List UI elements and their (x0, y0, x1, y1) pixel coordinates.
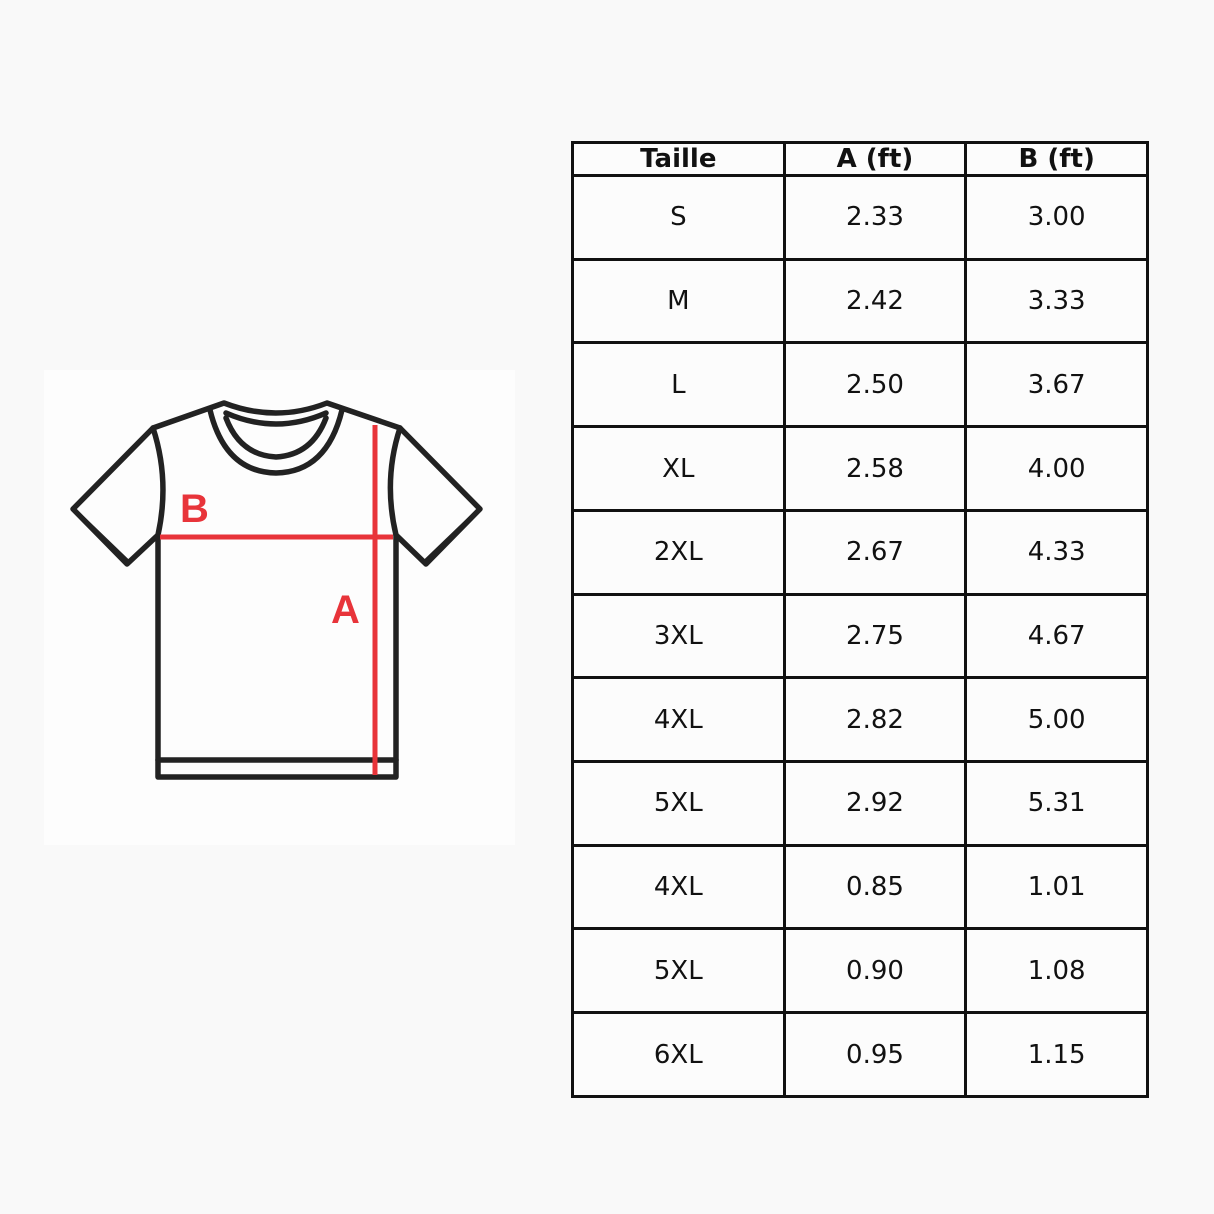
a-cell: 2.42 (782, 257, 968, 345)
b-cell: 5.31 (964, 760, 1149, 847)
table-row: XL 2.58 4.00 (571, 425, 1149, 512)
b-cell: 1.01 (964, 843, 1149, 931)
a-cell: 2.50 (782, 341, 968, 429)
size-cell: S (571, 174, 786, 261)
size-cell: 4XL (571, 843, 786, 931)
tshirt-outline-icon: B A (70, 400, 483, 780)
table-row: 5XL 2.92 5.31 (571, 760, 1149, 847)
b-cell: 3.33 (964, 257, 1149, 345)
size-cell: 4XL (571, 676, 786, 764)
size-cell: 2XL (571, 508, 786, 596)
a-cell: 0.90 (782, 927, 968, 1015)
b-cell: 3.00 (964, 174, 1149, 261)
b-cell: 3.67 (964, 341, 1149, 429)
a-cell: 2.82 (782, 676, 968, 764)
b-cell: 4.67 (964, 592, 1149, 680)
a-cell: 0.95 (782, 1011, 968, 1098)
b-cell: 5.00 (964, 676, 1149, 764)
label-b: B (180, 487, 209, 531)
b-cell: 1.15 (964, 1011, 1149, 1098)
table-row: 3XL 2.75 4.67 (571, 592, 1149, 680)
size-cell: 5XL (571, 760, 786, 847)
table-row: 4XL 2.82 5.00 (571, 676, 1149, 764)
size-cell: 3XL (571, 592, 786, 680)
size-cell: 5XL (571, 927, 786, 1015)
b-cell: 4.00 (964, 425, 1149, 512)
header-b: B (ft) (964, 141, 1149, 177)
table-row: 2XL 2.67 4.33 (571, 508, 1149, 596)
a-cell: 0.85 (782, 843, 968, 931)
a-cell: 2.33 (782, 174, 968, 261)
table-row: 6XL 0.95 1.15 (571, 1011, 1149, 1098)
size-cell: 6XL (571, 1011, 786, 1098)
size-cell: M (571, 257, 786, 345)
a-cell: 2.92 (782, 760, 968, 847)
table-row: 4XL 0.85 1.01 (571, 843, 1149, 931)
tshirt-diagram: B A (44, 370, 515, 845)
a-cell: 2.58 (782, 425, 968, 512)
label-a: A (331, 588, 360, 632)
header-size: Taille (571, 141, 786, 177)
table-row: L 2.50 3.67 (571, 341, 1149, 429)
b-cell: 1.08 (964, 927, 1149, 1015)
a-cell: 2.75 (782, 592, 968, 680)
a-cell: 2.67 (782, 508, 968, 596)
table-row: 5XL 0.90 1.08 (571, 927, 1149, 1015)
table-header-row: Taille A (ft) B (ft) (571, 141, 1149, 177)
size-cell: L (571, 341, 786, 429)
size-cell: XL (571, 425, 786, 512)
size-table: Taille A (ft) B (ft) S 2.33 3.00 M 2.42 3.33 L… (571, 141, 1149, 1098)
header-a: A (ft) (782, 141, 968, 177)
table-row: M 2.42 3.33 (571, 257, 1149, 345)
b-cell: 4.33 (964, 508, 1149, 596)
table-row: S 2.33 3.00 (571, 174, 1149, 261)
